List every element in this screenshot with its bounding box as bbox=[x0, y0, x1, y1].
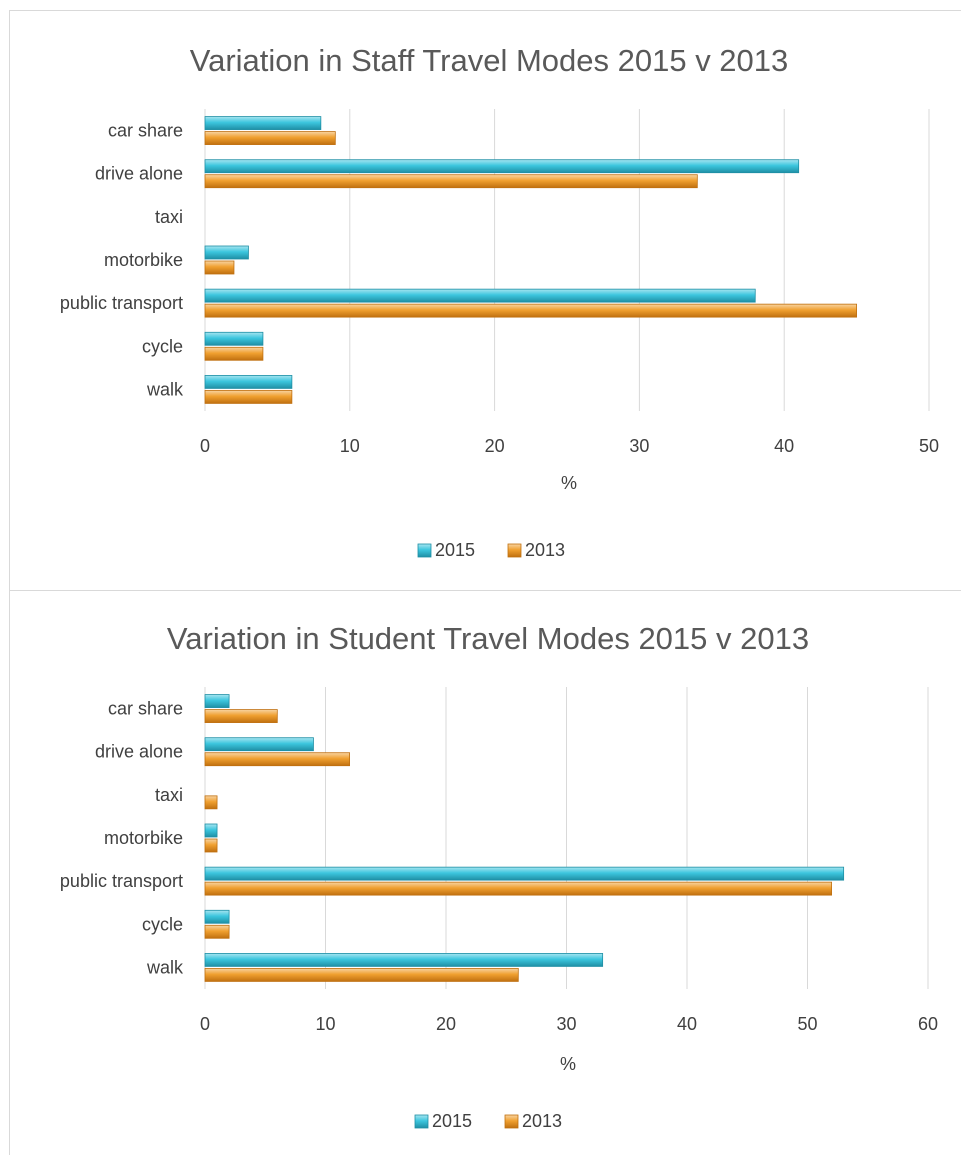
bar-2015-cycle bbox=[204, 909, 230, 924]
category-label: motorbike bbox=[104, 250, 183, 270]
legend-swatch-2015 bbox=[414, 1114, 429, 1129]
bar-2013-drive-alone bbox=[204, 174, 698, 189]
bar-2015-walk bbox=[204, 953, 604, 967]
chart-title: Variation in Student Travel Modes 2015 v… bbox=[167, 621, 809, 656]
bar-2015-drive-alone bbox=[204, 159, 800, 174]
legend: 2015 2013 bbox=[414, 1111, 562, 1131]
bar-2015-cycle bbox=[204, 331, 264, 346]
x-tick-label: 30 bbox=[629, 436, 649, 456]
category-label: car share bbox=[108, 699, 183, 719]
x-tick-label: 20 bbox=[485, 436, 505, 456]
bar-2015-walk bbox=[204, 375, 293, 389]
chart-title: Variation in Staff Travel Modes 2015 v 2… bbox=[190, 43, 789, 78]
x-tick-label: 20 bbox=[436, 1014, 456, 1034]
bar-2013-car-share bbox=[204, 131, 336, 145]
category-label: drive alone bbox=[95, 164, 183, 184]
bar-2015-car-share bbox=[204, 694, 230, 708]
plot-area: 0 10 20 30 40 50 car share drive alone taxi motor… bbox=[60, 109, 939, 456]
category-label: cycle bbox=[142, 914, 183, 934]
x-axis-title: % bbox=[560, 1054, 576, 1074]
bar-2013-drive-alone bbox=[204, 752, 351, 767]
x-tick-label: 50 bbox=[797, 1014, 817, 1034]
x-tick-label: 0 bbox=[200, 436, 210, 456]
staff-travel-chart: Variation in Staff Travel Modes 2015 v 2… bbox=[9, 10, 961, 590]
legend-swatch-2013 bbox=[507, 543, 522, 558]
legend-label-2013: 2013 bbox=[522, 1111, 562, 1131]
category-label: motorbike bbox=[104, 828, 183, 848]
x-tick-label: 0 bbox=[200, 1014, 210, 1034]
bar-2013-car-share bbox=[204, 709, 278, 723]
bar-2015-motorbike bbox=[204, 245, 249, 260]
bar-2013-public-transport bbox=[204, 881, 832, 896]
bar-2013-motorbike bbox=[204, 260, 235, 275]
x-tick-label: 40 bbox=[774, 436, 794, 456]
staff-chart-svg: Variation in Staff Travel Modes 2015 v 2… bbox=[60, 43, 939, 560]
legend-label-2013: 2013 bbox=[525, 540, 565, 560]
bar-2013-taxi bbox=[204, 795, 218, 810]
x-tick-label: 10 bbox=[340, 436, 360, 456]
category-label: drive alone bbox=[95, 742, 183, 762]
category-label: public transport bbox=[60, 871, 183, 891]
legend-label-2015: 2015 bbox=[432, 1111, 472, 1131]
x-tick-label: 30 bbox=[556, 1014, 576, 1034]
bar-2013-cycle bbox=[204, 346, 264, 361]
bar-2013-walk bbox=[204, 968, 519, 982]
legend: 2015 2013 bbox=[417, 540, 565, 560]
x-tick-label: 50 bbox=[919, 436, 939, 456]
category-label: walk bbox=[146, 957, 184, 977]
bar-2015-public-transport bbox=[204, 288, 756, 303]
category-label: cycle bbox=[142, 336, 183, 356]
legend-label-2015: 2015 bbox=[435, 540, 475, 560]
plot-area: 0 10 20 30 40 50 60 car share drive alone taxi mot… bbox=[60, 687, 938, 1034]
category-label: taxi bbox=[155, 207, 183, 227]
bar-2013-cycle bbox=[204, 924, 230, 939]
bar-2015-motorbike bbox=[204, 823, 218, 838]
x-axis-title: % bbox=[561, 473, 577, 493]
x-tick-label: 60 bbox=[918, 1014, 938, 1034]
bar-2013-public-transport bbox=[204, 303, 857, 318]
student-chart-svg: Variation in Student Travel Modes 2015 v… bbox=[60, 621, 938, 1131]
bar-2015-car-share bbox=[204, 116, 322, 130]
bar-2015-drive-alone bbox=[204, 737, 314, 752]
x-tick-label: 40 bbox=[677, 1014, 697, 1034]
bar-2015-public-transport bbox=[204, 866, 845, 881]
legend-swatch-2013 bbox=[504, 1114, 519, 1129]
x-tick-label: 10 bbox=[315, 1014, 335, 1034]
bar-2013-motorbike bbox=[204, 838, 218, 853]
category-label: walk bbox=[146, 379, 184, 399]
category-label: car share bbox=[108, 121, 183, 141]
category-label: public transport bbox=[60, 293, 183, 313]
category-label: taxi bbox=[155, 785, 183, 805]
bar-2013-walk bbox=[204, 390, 293, 404]
student-travel-chart: Variation in Student Travel Modes 2015 v… bbox=[9, 590, 961, 1155]
legend-swatch-2015 bbox=[417, 543, 432, 558]
